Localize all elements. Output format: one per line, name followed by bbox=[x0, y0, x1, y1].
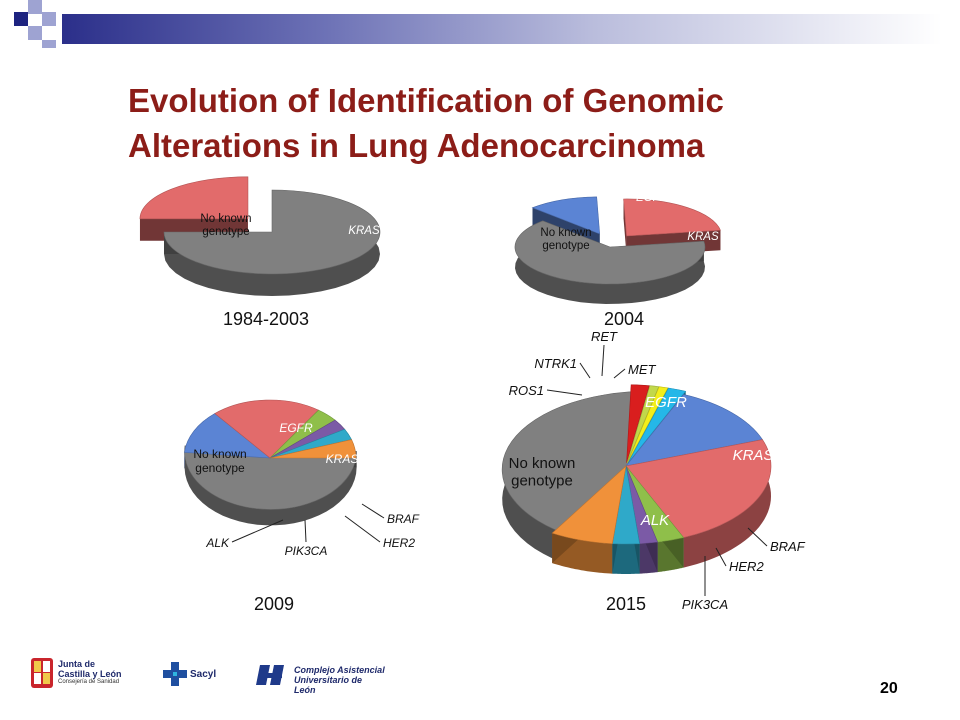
callout-label: BRAF bbox=[770, 539, 806, 554]
slice-label: No known genotype bbox=[200, 213, 251, 238]
pie-slice-side bbox=[683, 439, 771, 568]
callout-line bbox=[546, 389, 583, 396]
pie-slice-no-known-genotype bbox=[163, 189, 381, 275]
slice-label: No known genotype bbox=[509, 455, 576, 489]
pie-slice-alk bbox=[551, 465, 627, 544]
title-line-1: Evolution of Identification of Genomic bbox=[128, 82, 724, 119]
chart-year-title: 2015 bbox=[606, 594, 646, 614]
slice-label: EGFR bbox=[645, 394, 687, 411]
pie-slice-egfr bbox=[625, 394, 763, 467]
callout-line bbox=[601, 344, 605, 377]
callout-line bbox=[613, 368, 626, 379]
pie-slice-no-known-genotype bbox=[501, 391, 652, 537]
slice-label: KRAS bbox=[733, 447, 774, 464]
junta-logo: Junta de Castilla y León Consejería de S… bbox=[30, 655, 140, 695]
pie-slice-met bbox=[627, 387, 687, 464]
slice-label: EGFR bbox=[636, 192, 668, 204]
decor-square bbox=[14, 12, 28, 26]
callout-label: ALK bbox=[205, 536, 230, 550]
pie-chart-3: No known genotype EGFR KRAS BRAF HER2 PIK3CA AL… bbox=[184, 399, 420, 614]
top-decoration bbox=[0, 0, 960, 48]
callout-label: HER2 bbox=[729, 559, 764, 574]
pie-chart-4: No known genotype EGFR KRAS ALK ROS1 NTRK1 RET M… bbox=[501, 329, 806, 614]
sacyl-cross-icon bbox=[163, 662, 187, 686]
logo3-line2: Universitario de León bbox=[294, 675, 363, 695]
callout-label: HER2 bbox=[383, 536, 415, 550]
pie-slice-no-known-genotype bbox=[184, 445, 357, 510]
pie-slice-kras bbox=[139, 176, 249, 220]
logo1-line1: Junta de bbox=[58, 659, 96, 669]
title-line-2: Alterations in Lung Adenocarcinoma bbox=[128, 127, 705, 164]
logo1-line3: Consejería de Sanidad bbox=[58, 679, 120, 685]
callout-line bbox=[231, 519, 284, 543]
logo3-line1: Complejo Asistencial bbox=[294, 665, 385, 675]
callout-label: MET bbox=[628, 362, 657, 377]
slice-label: KRAS bbox=[687, 231, 719, 243]
logo1-line2: Castilla y León bbox=[58, 669, 122, 679]
chart-year-title: 2009 bbox=[254, 594, 294, 614]
pie-slice-no-known-genotype bbox=[514, 220, 706, 285]
callout-label: PIK3CA bbox=[285, 544, 328, 558]
page-number: 20 bbox=[880, 680, 898, 697]
slice-label: No known genotype bbox=[193, 447, 246, 475]
callout-line bbox=[715, 547, 727, 567]
pie-slice-alk bbox=[269, 439, 357, 459]
pie-slice-side bbox=[612, 543, 640, 574]
decor-square bbox=[42, 40, 56, 48]
pie-chart-2: No known genotype EGFR KRAS 2004 bbox=[514, 192, 721, 329]
callout-label: NTRK1 bbox=[534, 356, 577, 371]
pie-slice-kras bbox=[214, 399, 320, 459]
decor-square bbox=[42, 12, 56, 26]
pie-slice-face bbox=[623, 198, 627, 256]
slice-label: EGFR bbox=[279, 421, 313, 435]
pie-slice-ntrk1 bbox=[626, 385, 660, 463]
pie-slice-kras bbox=[623, 198, 721, 237]
complejo-logo: Complejo Asistencial Universitario de Le… bbox=[256, 655, 386, 695]
header-gradient-band bbox=[62, 14, 942, 44]
decor-square bbox=[28, 0, 42, 14]
pie-slice-egfr bbox=[184, 413, 271, 459]
callout-line bbox=[579, 362, 591, 379]
pie-slice-ros1 bbox=[626, 384, 650, 463]
callout-label: ROS1 bbox=[509, 383, 544, 398]
callout-line bbox=[747, 527, 768, 547]
hospital-logo-icon bbox=[256, 665, 284, 685]
pie-slice-egfr bbox=[531, 196, 601, 235]
slice-label: ALK bbox=[640, 512, 670, 529]
chart-year-title: 2004 bbox=[604, 309, 644, 329]
sacyl-logo: Sacyl bbox=[162, 655, 222, 695]
pie-slice-side bbox=[515, 220, 705, 304]
callout-label: PIK3CA bbox=[682, 597, 728, 612]
pie-slice-side bbox=[184, 445, 357, 526]
logo2-text: Sacyl bbox=[190, 669, 217, 680]
callout-line bbox=[344, 515, 381, 543]
pie-slice-ret bbox=[627, 386, 669, 463]
decor-square bbox=[28, 26, 42, 40]
slice-label: No known genotype bbox=[540, 227, 591, 252]
coat-of-arms-icon bbox=[31, 658, 53, 688]
chart-year-title: 1984-2003 bbox=[223, 309, 309, 329]
slice-label: KRAS bbox=[348, 225, 380, 237]
callout-line bbox=[304, 519, 307, 543]
slice-label: KRAS bbox=[326, 452, 359, 466]
callout-label: RET bbox=[591, 329, 618, 344]
pie-slice-kras bbox=[625, 439, 772, 538]
pie-chart-1: No known genotype KRAS 1984-2003 bbox=[139, 176, 381, 329]
callout-line bbox=[361, 503, 385, 519]
callout-label: BRAF bbox=[387, 512, 420, 526]
slide-title: Evolution of Identification of Genomic A… bbox=[128, 78, 848, 168]
